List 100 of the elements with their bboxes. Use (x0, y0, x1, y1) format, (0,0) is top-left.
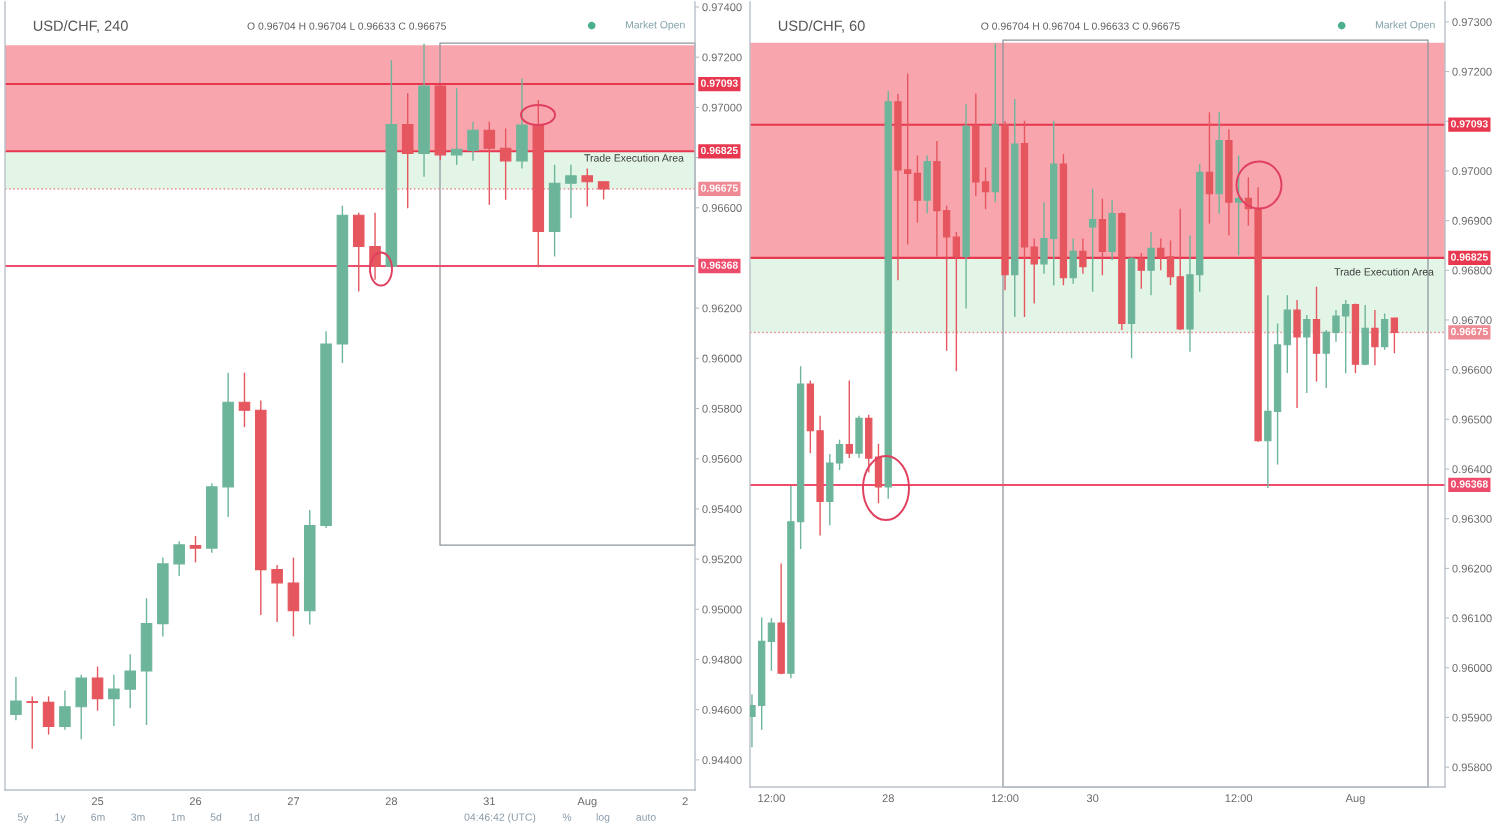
candlestick (952, 231, 961, 372)
ref-line-label: 0.96675 (1450, 327, 1488, 336)
candlestick (1166, 239, 1175, 286)
y-tick-label: 0.97300 (1452, 18, 1492, 27)
text: 04:46:42 (UTC) (464, 813, 536, 823)
candlestick (499, 127, 512, 201)
candlestick (750, 693, 756, 748)
x-tick-label: 28 (882, 794, 894, 803)
y-tick-label: 0.97000 (702, 103, 742, 112)
text: O 0.96704 H 0.96704 L 0.96633 C 0.96675 (981, 22, 1180, 30)
text: auto (636, 813, 656, 821)
text: 1d (249, 813, 260, 821)
candlestick (189, 535, 202, 564)
candlestick (173, 540, 185, 577)
text: 6m (91, 813, 105, 821)
text: log (596, 813, 610, 823)
candlestick (845, 379, 853, 459)
x-tick-label: 25 (91, 797, 104, 806)
y-tick-label: 0.96300 (1452, 514, 1492, 523)
candlestick (835, 439, 844, 471)
y-tick-label: 0.96800 (1452, 266, 1492, 275)
candlestick (1303, 314, 1311, 394)
candlestick (1205, 111, 1214, 225)
text: % (562, 813, 572, 821)
candlestick (238, 371, 251, 428)
x-tick-label: Aug (577, 797, 597, 808)
ref-line-label: 0.96368 (700, 261, 738, 269)
y-tick-label: 0.96200 (1452, 564, 1492, 573)
text: 5d (210, 813, 222, 821)
x-tick-label: 26 (189, 797, 202, 806)
y-tick-label: 0.95200 (702, 555, 742, 564)
candlestick (1322, 329, 1330, 389)
candlestick (1390, 317, 1399, 354)
y-tick-label: 0.95600 (702, 455, 742, 463)
candlestick (1157, 237, 1165, 271)
x-tick-label: 2 (682, 797, 688, 805)
y-tick-label: 0.95800 (1452, 763, 1492, 772)
candlestick (26, 695, 39, 750)
band-label: Trade Execution Area (584, 153, 684, 162)
candlestick (1332, 309, 1340, 343)
x-tick-label: Aug (1345, 794, 1365, 805)
candlestick (1088, 188, 1097, 293)
y-tick-label: 0.95900 (1452, 713, 1492, 722)
y-tick-label: 0.96600 (702, 204, 742, 212)
annotation: Market Open (625, 20, 685, 31)
x-tick-label: 30 (1086, 794, 1099, 803)
text: USD/CHF, 60 (778, 20, 865, 33)
y-tick-label: 0.94400 (702, 756, 742, 765)
text: USD/CHF, 240 (33, 20, 128, 33)
x-tick-label: 12:00 (1225, 794, 1253, 803)
x-tick-label: 27 (287, 797, 300, 805)
text: 5y (17, 813, 29, 823)
ref-line-label: 0.96825 (1450, 253, 1488, 261)
candlestick (1137, 252, 1145, 290)
candlestick (1079, 237, 1087, 275)
candlestick (981, 166, 990, 210)
annotation: Market Open (1375, 20, 1435, 31)
y-tick-label: 0.96600 (1452, 365, 1492, 374)
ref-line-label: 0.96825 (700, 146, 738, 155)
ref-line-label: 0.97093 (700, 79, 738, 87)
candlestick (108, 674, 120, 727)
x-tick-label: 31 (483, 797, 495, 806)
ref-line-label: 0.96675 (700, 184, 738, 192)
candlestick (1342, 299, 1350, 374)
y-tick-label: 0.95000 (702, 605, 742, 614)
y-tick-label: 0.96000 (1452, 664, 1492, 672)
candlestick (1030, 237, 1038, 305)
x-tick-label: 28 (385, 797, 398, 806)
candlestick (1147, 231, 1155, 296)
y-tick-label: 0.94800 (702, 655, 742, 664)
y-tick-label: 0.97400 (702, 3, 742, 12)
y-tick-label: 0.95400 (702, 505, 742, 514)
y-tick-label: 0.96400 (1452, 465, 1492, 474)
candlestick (467, 121, 479, 162)
candlestick (91, 665, 104, 712)
candlestick (581, 167, 594, 208)
band-label: Trade Execution Area (1334, 267, 1434, 276)
candlestick (483, 121, 496, 206)
ref-line-label: 0.96368 (1450, 480, 1488, 488)
ref-line-label: 0.97093 (1450, 120, 1488, 128)
y-tick-label: 0.96100 (1452, 614, 1492, 623)
x-tick-label: 12:00 (758, 794, 785, 803)
candlestick (904, 72, 912, 246)
x-tick-label: 12:00 (991, 794, 1019, 803)
candlestick (10, 676, 22, 721)
y-tick-label: 0.94600 (702, 705, 742, 714)
candlestick (124, 653, 136, 709)
y-tick-label: 0.97000 (1452, 167, 1492, 176)
candlestick (1371, 309, 1379, 366)
y-tick-label: 0.96000 (702, 354, 742, 363)
candlestick (767, 617, 776, 672)
y-tick-label: 0.97200 (1452, 67, 1492, 76)
y-tick-label: 0.96900 (1452, 216, 1492, 225)
candlestick (271, 564, 283, 623)
candlestick (565, 164, 577, 219)
candlestick (59, 689, 71, 731)
y-tick-label: 0.96500 (1452, 415, 1492, 424)
candlestick (450, 87, 463, 166)
y-tick-label: 0.97200 (702, 53, 742, 62)
text: 1y (55, 813, 66, 823)
